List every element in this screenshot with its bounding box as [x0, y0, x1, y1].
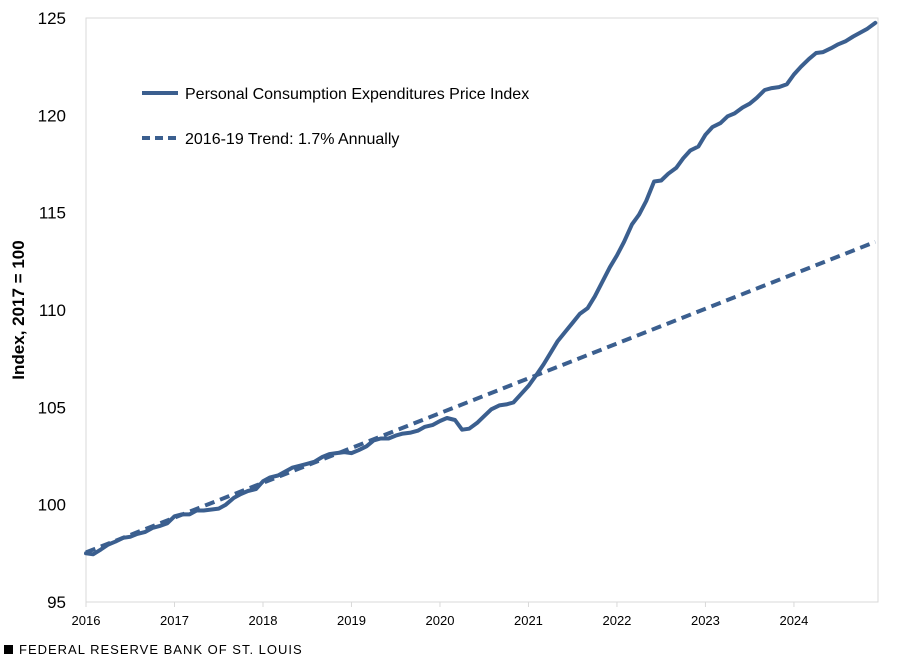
- x-tick-label: 2016: [72, 613, 101, 628]
- series-line-pce: [84, 20, 878, 557]
- y-tick-label: 125: [38, 9, 66, 28]
- y-tick-label: 105: [38, 398, 66, 417]
- x-tick-label: 2021: [514, 613, 543, 628]
- x-tick-label: 2020: [426, 613, 455, 628]
- chart-axes: [85, 17, 879, 603]
- y-tick-label: 115: [39, 204, 66, 223]
- y-tick-label: 95: [47, 593, 66, 612]
- legend-label-trend: 2016-19 Trend: 1.7% Annually: [185, 131, 399, 148]
- x-tick-label: 2024: [779, 613, 808, 628]
- footer-square-icon: [4, 645, 13, 654]
- x-tick-label: 2018: [249, 613, 278, 628]
- x-tick-label: 2017: [160, 613, 189, 628]
- y-tick-label: 110: [39, 301, 66, 320]
- y-tick-label: 120: [38, 106, 66, 125]
- series-line-trend: [85, 240, 877, 555]
- plot-area-border: [85, 17, 879, 603]
- y-axis-ticks: 95 100 105 110 115 120 125: [38, 9, 66, 612]
- x-tick-label: 2023: [691, 613, 720, 628]
- legend-label-pce: Personal Consumption Expenditures Price …: [185, 86, 529, 103]
- legend: Personal Consumption Expenditures Price …: [142, 86, 529, 148]
- y-tick-label: 100: [38, 496, 66, 515]
- x-tick-label: 2019: [337, 613, 366, 628]
- footer-credit: FEDERAL RESERVE BANK OF ST. LOUIS: [4, 642, 303, 657]
- x-axis-ticks: 2016 2017 2018 2019 2020 2021 2022 2023 2024: [72, 602, 808, 628]
- x-tick-label: 2022: [602, 613, 631, 628]
- series-lines: [84, 20, 878, 557]
- y-axis-label: Index, 2017 = 100: [9, 240, 28, 379]
- footer-text: FEDERAL RESERVE BANK OF ST. LOUIS: [19, 642, 303, 657]
